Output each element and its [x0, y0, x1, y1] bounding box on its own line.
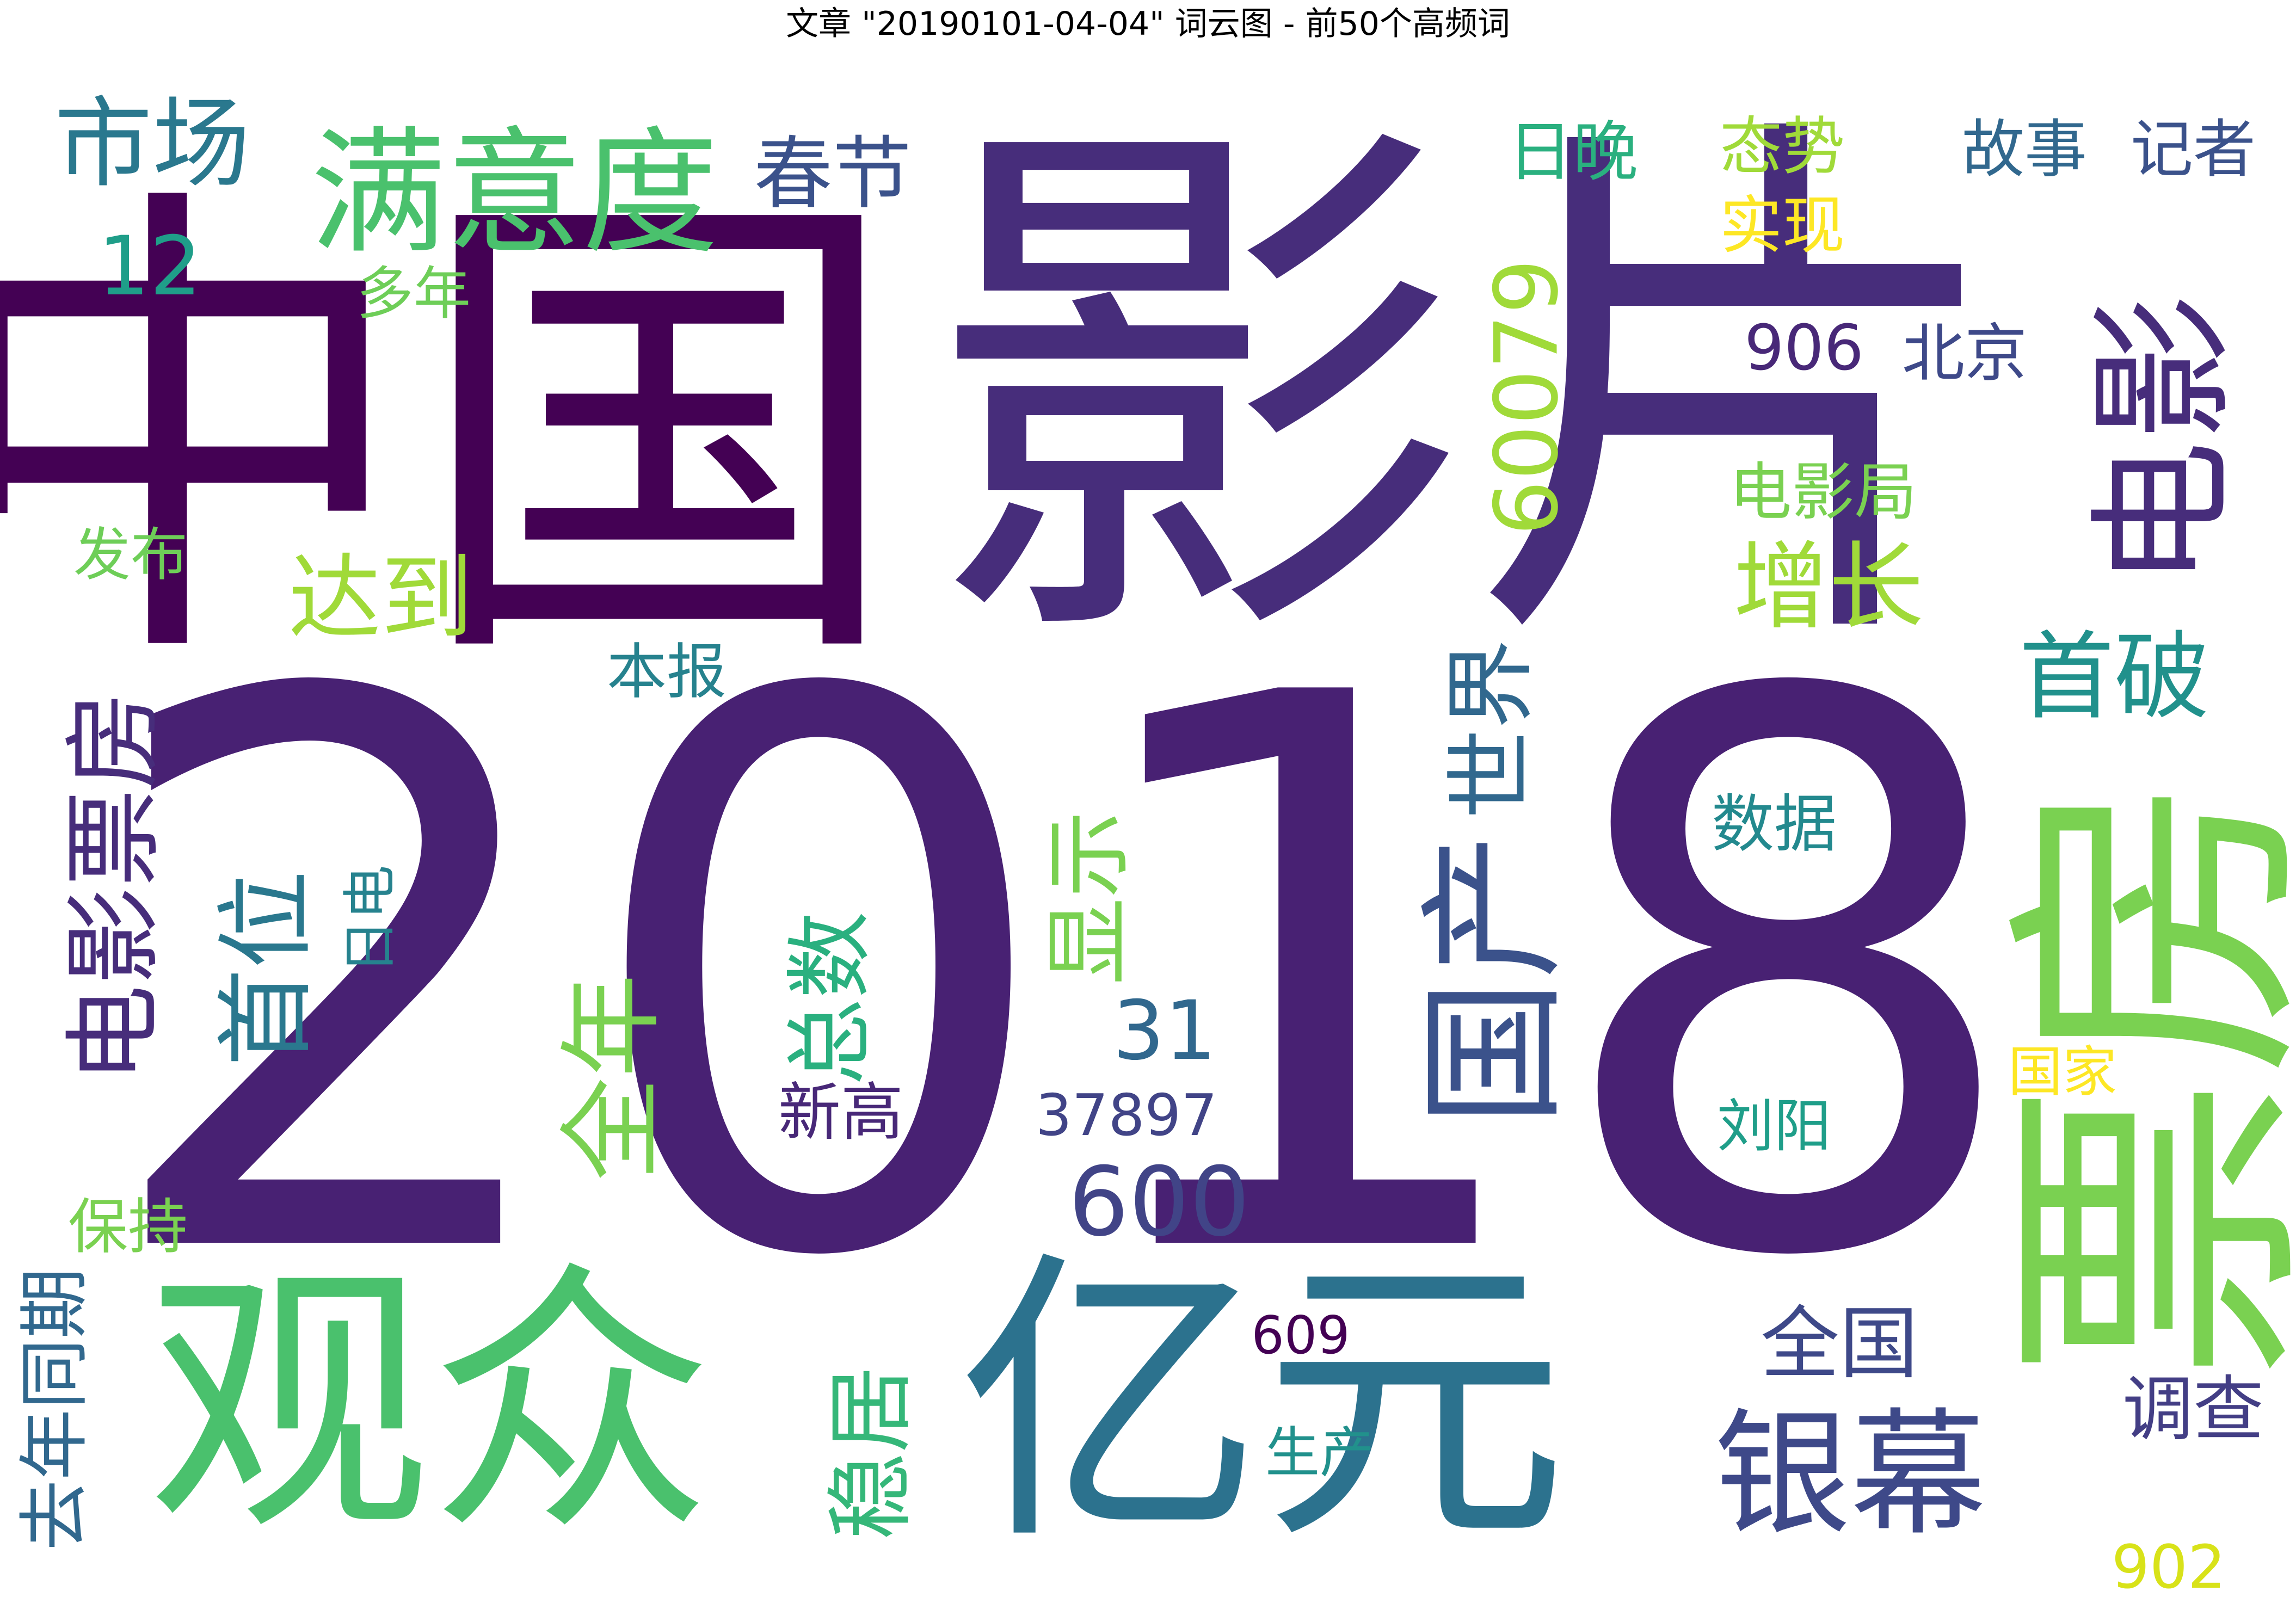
word-30: 态势	[1720, 110, 1845, 183]
word-23: 春节	[754, 128, 912, 220]
word-3: 票房	[1983, 773, 2296, 1382]
word-26: 调查	[2122, 1368, 2264, 1451]
word-31: 实现	[1720, 189, 1845, 262]
word-2: 影片	[925, 75, 2014, 708]
word-32: 故事	[1962, 113, 2087, 186]
word-42: 新高	[778, 1076, 903, 1149]
word-15: 稳居	[820, 1366, 922, 1540]
word-40: 数据	[1712, 788, 1837, 861]
word-39: 本报	[607, 637, 727, 707]
word-25: 全国	[1761, 1298, 1918, 1390]
word-24: 12	[98, 219, 202, 314]
word-4: 观众	[147, 1239, 713, 1569]
word-11: 市场	[54, 88, 250, 201]
word-13: 全年	[552, 974, 673, 1181]
word-8: 国产	[1408, 832, 1580, 1126]
word-18: 600	[1068, 1148, 1250, 1258]
word-34: 电影局	[1729, 456, 1917, 529]
word-14: 总数	[779, 911, 881, 1085]
word-47: 609	[1251, 1306, 1350, 1366]
word-45: 国家	[2008, 1040, 2117, 1104]
word-5: 亿元	[958, 1226, 1567, 1581]
word-22: 60079	[1476, 259, 1578, 536]
word-7: 满意度	[310, 114, 718, 273]
word-49: 902	[2112, 1532, 2226, 1602]
word-21: 达到	[288, 545, 473, 652]
word-9: 银幕	[1714, 1396, 1986, 1554]
word-46: 刘阳	[1717, 1093, 1831, 1159]
word-41: 日电	[338, 865, 402, 974]
word-28: 去年同期	[13, 1268, 96, 1551]
word-16: 世界	[1439, 639, 1543, 819]
word-1: 中国	[0, 151, 903, 720]
word-36: 北京	[1902, 317, 2027, 390]
word-27: 31	[1113, 984, 1217, 1078]
word-10: 电影票房	[58, 691, 171, 1083]
word-37: 多年	[356, 261, 471, 327]
chart-title: 文章 "20190101-04-04" 词云图 - 前50个高频词	[786, 5, 1510, 43]
word-6: 电影	[2078, 294, 2249, 588]
word-12: 首位	[210, 871, 324, 1066]
word-29: 日晚	[1507, 115, 1638, 190]
word-33: 记者	[2131, 113, 2256, 186]
word-0: 2018	[92, 536, 2031, 1423]
word-43: 37897	[1036, 1082, 1217, 1149]
word-19: 增长	[1733, 533, 1924, 643]
word-20: 首破	[2019, 622, 2209, 733]
word-48: 生产	[1265, 1421, 1374, 1485]
word-35: 906	[1744, 312, 1864, 385]
word-38: 发布	[73, 522, 188, 588]
word-17: 显示	[1038, 811, 1140, 985]
word-44: 保持	[68, 1192, 188, 1262]
